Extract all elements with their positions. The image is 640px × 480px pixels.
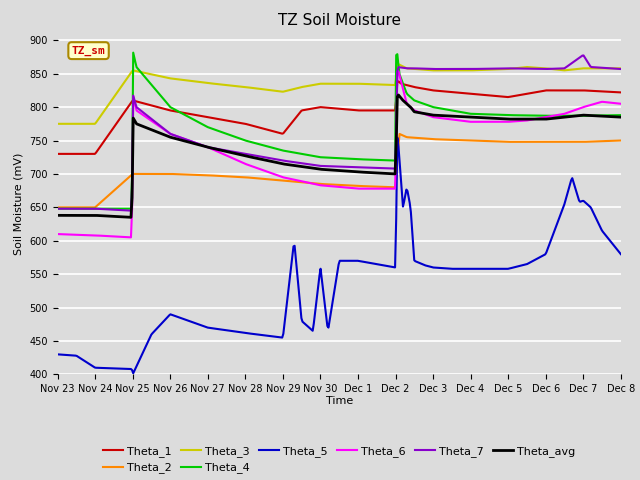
Theta_2 xyxy=(605,138,612,144)
Theta_2 xyxy=(389,184,397,190)
Line: Theta_1: Theta_1 xyxy=(58,81,621,154)
Theta_5 xyxy=(390,264,398,270)
Theta_avg xyxy=(127,215,135,220)
Theta_4 xyxy=(390,157,398,163)
Theta_avg xyxy=(390,171,398,177)
Theta_7 xyxy=(360,165,367,170)
Theta_avg xyxy=(518,116,525,122)
Theta_4 xyxy=(516,112,524,118)
Theta_7 xyxy=(516,66,524,72)
Theta_6 xyxy=(605,100,613,106)
Theta_2 xyxy=(54,204,61,210)
Theta_1 xyxy=(358,108,366,113)
Theta_5 xyxy=(394,135,401,141)
Theta_3 xyxy=(321,81,329,86)
Theta_2 xyxy=(321,181,329,187)
Theta_3 xyxy=(358,81,366,87)
Theta_5 xyxy=(129,371,137,376)
X-axis label: Time: Time xyxy=(326,396,353,406)
Theta_avg xyxy=(54,213,61,218)
Theta_1 xyxy=(324,105,332,111)
Theta_7 xyxy=(390,166,398,171)
Theta_3 xyxy=(516,65,524,71)
Theta_1 xyxy=(516,92,524,98)
Theta_1 xyxy=(321,105,329,110)
Theta_5 xyxy=(54,351,61,357)
Theta_3 xyxy=(395,61,403,67)
Theta_6 xyxy=(395,68,403,74)
Theta_6 xyxy=(127,234,135,240)
Theta_7 xyxy=(326,163,333,169)
Theta_7 xyxy=(605,65,613,71)
Theta_5 xyxy=(617,251,625,257)
Theta_4 xyxy=(323,155,330,160)
Theta_6 xyxy=(323,183,330,189)
Theta_1 xyxy=(395,78,403,84)
Theta_2 xyxy=(617,138,625,144)
Theta_4 xyxy=(54,206,61,212)
Theta_6 xyxy=(390,186,398,192)
Theta_6 xyxy=(518,118,525,124)
Theta_7 xyxy=(127,208,135,214)
Theta_1 xyxy=(54,151,61,157)
Theta_2 xyxy=(324,181,332,187)
Legend: Theta_1, Theta_2, Theta_3, Theta_4, Theta_5, Theta_6, Theta_7, Theta_avg: Theta_1, Theta_2, Theta_3, Theta_4, Thet… xyxy=(99,442,580,478)
Theta_avg xyxy=(395,92,403,98)
Text: TZ_sm: TZ_sm xyxy=(72,46,106,56)
Theta_5 xyxy=(360,259,367,264)
Line: Theta_2: Theta_2 xyxy=(58,134,621,207)
Theta_3 xyxy=(54,121,61,127)
Theta_avg xyxy=(617,114,625,120)
Line: Theta_3: Theta_3 xyxy=(58,64,621,124)
Theta_5 xyxy=(323,313,330,319)
Theta_avg xyxy=(326,167,333,173)
Theta_5 xyxy=(518,263,525,268)
Theta_3 xyxy=(617,65,625,71)
Theta_3 xyxy=(324,81,332,86)
Theta_4 xyxy=(326,155,333,161)
Line: Theta_avg: Theta_avg xyxy=(58,95,621,217)
Theta_5 xyxy=(605,237,613,243)
Theta_6 xyxy=(54,231,61,237)
Theta_3 xyxy=(605,65,612,71)
Theta_4 xyxy=(360,156,367,162)
Theta_4 xyxy=(605,112,612,118)
Theta_6 xyxy=(326,183,333,189)
Theta_1 xyxy=(389,108,397,113)
Y-axis label: Soil Moisture (mV): Soil Moisture (mV) xyxy=(13,153,24,255)
Theta_6 xyxy=(617,101,625,107)
Theta_avg xyxy=(323,167,330,172)
Title: TZ Soil Moisture: TZ Soil Moisture xyxy=(278,13,401,28)
Line: Theta_7: Theta_7 xyxy=(58,56,621,211)
Theta_7 xyxy=(580,53,588,59)
Line: Theta_6: Theta_6 xyxy=(58,71,621,237)
Theta_1 xyxy=(617,90,625,96)
Theta_2 xyxy=(358,183,366,189)
Theta_avg xyxy=(360,169,367,175)
Theta_2 xyxy=(396,131,403,137)
Theta_3 xyxy=(389,82,397,88)
Theta_7 xyxy=(54,206,61,212)
Theta_6 xyxy=(360,186,367,192)
Theta_7 xyxy=(617,66,625,72)
Theta_7 xyxy=(323,163,330,169)
Theta_5 xyxy=(326,318,333,324)
Line: Theta_5: Theta_5 xyxy=(58,138,621,373)
Theta_2 xyxy=(516,139,524,145)
Theta_4 xyxy=(617,112,625,118)
Theta_avg xyxy=(605,114,613,120)
Theta_1 xyxy=(605,89,612,95)
Theta_4 xyxy=(129,50,137,56)
Line: Theta_4: Theta_4 xyxy=(58,53,621,209)
